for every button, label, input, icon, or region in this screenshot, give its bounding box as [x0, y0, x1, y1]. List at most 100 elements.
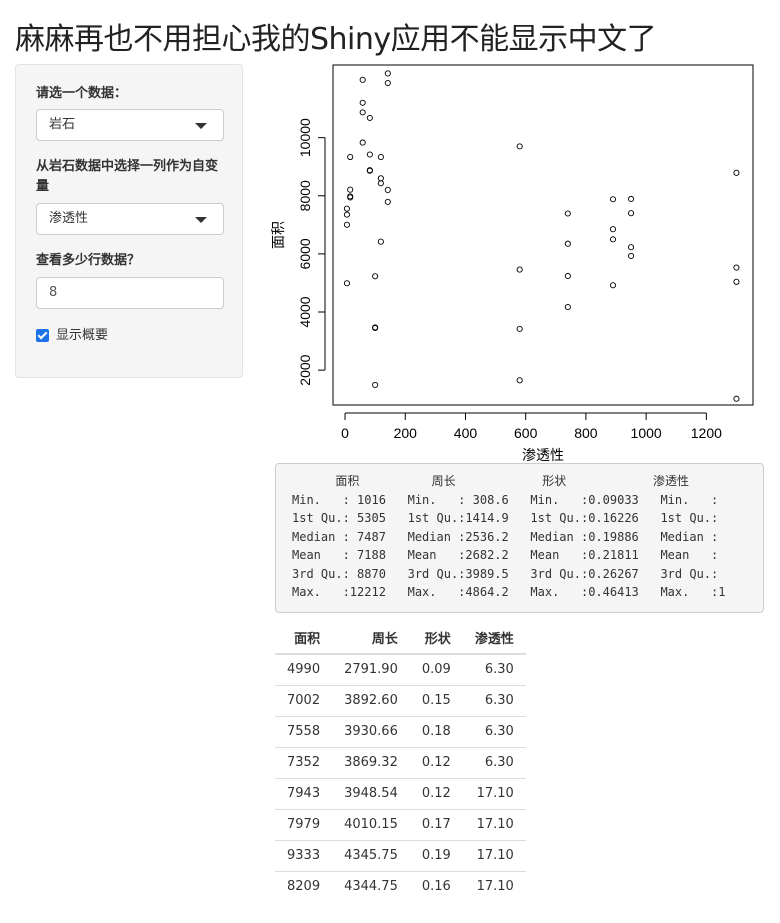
table-cell: 0.12	[409, 746, 463, 778]
data-point	[628, 210, 635, 217]
data-point	[733, 278, 740, 285]
checkmark-icon	[37, 329, 48, 340]
data-point	[359, 76, 366, 83]
data-point	[384, 198, 391, 205]
x-tick-label: 0	[341, 425, 349, 441]
data-point	[733, 395, 740, 402]
x-tick-label: 200	[394, 425, 418, 441]
table-row: 7002 3892.60 0.15 6.30	[275, 684, 526, 716]
table-cell: 17.10	[462, 870, 526, 902]
data-point	[359, 139, 366, 146]
table-cell: 3948.54	[332, 777, 410, 809]
summary-line: Min. : 1016 Min. : 308.6 Min. :0.09033 M…	[292, 492, 719, 507]
y-tick-label: 8000	[297, 180, 313, 211]
data-point	[516, 325, 523, 332]
data-point	[628, 195, 635, 203]
column-select[interactable]: 渗透性	[36, 203, 224, 235]
data-point	[384, 70, 391, 77]
data-point	[377, 175, 384, 182]
table-cell: 17.10	[462, 777, 526, 809]
data-point	[377, 238, 384, 245]
table-cell: 17.10	[462, 808, 526, 840]
y-tick-label: 2000	[297, 354, 313, 385]
data-point	[733, 169, 740, 176]
data-point	[366, 151, 373, 158]
page-title: 麻麻再也不用担心我的Shiny应用不能显示中文了	[15, 22, 657, 57]
table-row: 7352 3869.32 0.12 6.30	[275, 746, 526, 778]
table-cell: 0.15	[409, 684, 463, 716]
table-row: 7558 3930.66 0.18 6.30	[275, 715, 526, 747]
data-point	[366, 167, 373, 174]
data-point	[347, 193, 354, 200]
data-point	[377, 154, 384, 161]
table-cell: 7558	[275, 715, 333, 747]
data-point	[343, 211, 350, 218]
data-point	[516, 266, 523, 273]
sidebar-panel: 请选一个数据： 岩石 从岩石数据中选择一列作为自变量 渗透性 查看多少行数据？ …	[15, 64, 243, 378]
table-cell: 0.17	[409, 808, 463, 840]
table-cell: 4010.15	[332, 808, 410, 840]
data-point	[377, 180, 384, 187]
summary-line: 面积 周长 形状 渗透性	[292, 474, 689, 488]
summary-checkbox[interactable]	[36, 329, 49, 342]
table-row: 7943 3948.54 0.12 17.10	[275, 777, 526, 809]
table-cell: 0.09	[409, 653, 463, 685]
table-row: 7979 4010.15 0.17 17.10	[275, 808, 526, 840]
data-point	[359, 99, 366, 106]
plot-frame	[332, 64, 754, 406]
summary-checkbox-label: 显示概要	[56, 328, 109, 343]
data-point	[564, 272, 571, 280]
x-axis-title: 渗透性	[522, 448, 564, 464]
data-point	[384, 79, 391, 87]
data-point	[372, 324, 379, 332]
x-tick-label: 400	[454, 425, 478, 441]
data-point	[609, 196, 617, 203]
x-tick-label: 600	[514, 425, 538, 441]
table-cell: 9333	[275, 839, 333, 871]
data-point	[359, 109, 366, 116]
table-cell: 4344.75	[332, 870, 410, 902]
data-point	[343, 280, 350, 287]
chevron-down-icon	[195, 123, 207, 129]
table-cell: 17.10	[462, 839, 526, 871]
table-row: 4990 2791.90 0.09 6.30	[275, 653, 526, 685]
summary-line: 1st Qu.: 5305 1st Qu.:1414.9 1st Qu.:0.1…	[292, 511, 719, 525]
data-point	[628, 244, 635, 251]
summary-line: 3rd Qu.: 8870 3rd Qu.:3989.5 3rd Qu.:0.2…	[292, 566, 719, 581]
rows-input[interactable]: 8	[36, 277, 224, 309]
data-point	[384, 186, 391, 194]
table-header-cell: 面积	[275, 622, 333, 655]
table-cell: 6.30	[462, 653, 526, 685]
data-point	[347, 186, 354, 193]
data-point	[564, 240, 571, 247]
data-point	[564, 304, 571, 311]
summary-line: Median : 7487 Median :2536.2 Median :0.1…	[292, 529, 719, 544]
table-cell: 7943	[275, 777, 333, 809]
x-tick-label: 800	[574, 425, 598, 441]
data-point	[609, 282, 617, 289]
summary-line: Max. :12212 Max. :4864.2 Max. :0.46413 M…	[292, 585, 726, 599]
data-point	[733, 264, 740, 271]
data-point	[366, 114, 373, 121]
dataset-select-label: 请选一个数据：	[36, 86, 128, 101]
table-cell: 4990	[275, 653, 333, 685]
table-cell: 7352	[275, 746, 333, 778]
table-row: 9333 4345.75 0.19 17.10	[275, 839, 526, 871]
table-cell: 7002	[275, 684, 333, 716]
table-cell: 4345.75	[332, 839, 410, 871]
table-cell: 0.16	[409, 870, 463, 902]
y-tick-label: 10000	[297, 118, 313, 157]
dataset-select[interactable]: 岩石	[36, 109, 224, 141]
table-cell: 0.19	[409, 839, 463, 871]
data-point	[609, 236, 617, 243]
table-cell: 6.30	[462, 715, 526, 747]
table-header-cell: 渗透性	[462, 622, 526, 655]
table-cell: 3892.60	[332, 684, 410, 716]
chevron-down-icon	[195, 217, 207, 223]
table-cell: 6.30	[462, 746, 526, 778]
table-row: 8209 4344.75 0.16 17.10	[275, 870, 526, 902]
table-cell: 2791.90	[332, 653, 410, 685]
dataset-select-value: 岩石	[49, 117, 76, 132]
table-cell: 6.30	[462, 684, 526, 716]
rows-input-label: 查看多少行数据？	[36, 253, 141, 268]
